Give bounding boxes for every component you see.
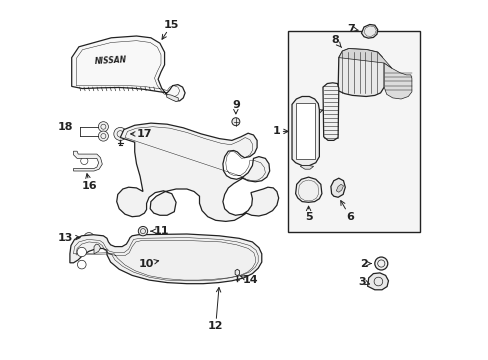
Bar <box>295 103 315 159</box>
Text: 13: 13 <box>58 233 80 243</box>
Polygon shape <box>338 49 391 68</box>
Circle shape <box>167 253 173 258</box>
Text: NISSAN: NISSAN <box>95 55 127 66</box>
Polygon shape <box>235 269 239 276</box>
Text: 7: 7 <box>347 24 358 34</box>
Polygon shape <box>70 234 261 284</box>
Circle shape <box>138 226 147 236</box>
Polygon shape <box>337 49 384 96</box>
Circle shape <box>114 127 126 140</box>
Polygon shape <box>94 244 101 254</box>
Text: 12: 12 <box>207 288 223 331</box>
Circle shape <box>98 131 108 141</box>
Text: 16: 16 <box>81 174 97 191</box>
Circle shape <box>231 118 239 126</box>
Circle shape <box>157 253 163 258</box>
Polygon shape <box>166 94 178 102</box>
Polygon shape <box>72 36 185 101</box>
Circle shape <box>374 257 387 270</box>
Text: 2: 2 <box>359 258 370 269</box>
Polygon shape <box>291 96 319 166</box>
Polygon shape <box>300 166 313 169</box>
Circle shape <box>81 157 88 165</box>
Polygon shape <box>153 246 178 263</box>
Text: 15: 15 <box>162 19 179 39</box>
Polygon shape <box>361 24 377 38</box>
Circle shape <box>84 233 94 243</box>
Text: 8: 8 <box>330 35 341 48</box>
Text: 5: 5 <box>304 206 312 222</box>
Text: 17: 17 <box>130 129 152 139</box>
Polygon shape <box>384 63 411 99</box>
Text: 11: 11 <box>151 226 169 236</box>
Polygon shape <box>330 178 345 197</box>
Text: 4: 4 <box>311 107 322 117</box>
Text: 1: 1 <box>272 126 287 136</box>
Polygon shape <box>86 240 92 248</box>
Circle shape <box>98 122 108 132</box>
Text: 9: 9 <box>231 100 239 114</box>
Bar <box>287 31 419 232</box>
Text: 14: 14 <box>240 275 258 285</box>
Polygon shape <box>336 184 343 192</box>
Polygon shape <box>367 273 387 290</box>
Text: 18: 18 <box>58 122 73 132</box>
Polygon shape <box>73 151 102 171</box>
Polygon shape <box>295 177 321 202</box>
Circle shape <box>77 247 86 257</box>
Polygon shape <box>117 123 278 221</box>
Text: 3: 3 <box>358 276 369 287</box>
Text: 6: 6 <box>340 201 353 222</box>
Circle shape <box>77 260 86 269</box>
Polygon shape <box>322 83 338 140</box>
Text: 10: 10 <box>138 258 158 269</box>
